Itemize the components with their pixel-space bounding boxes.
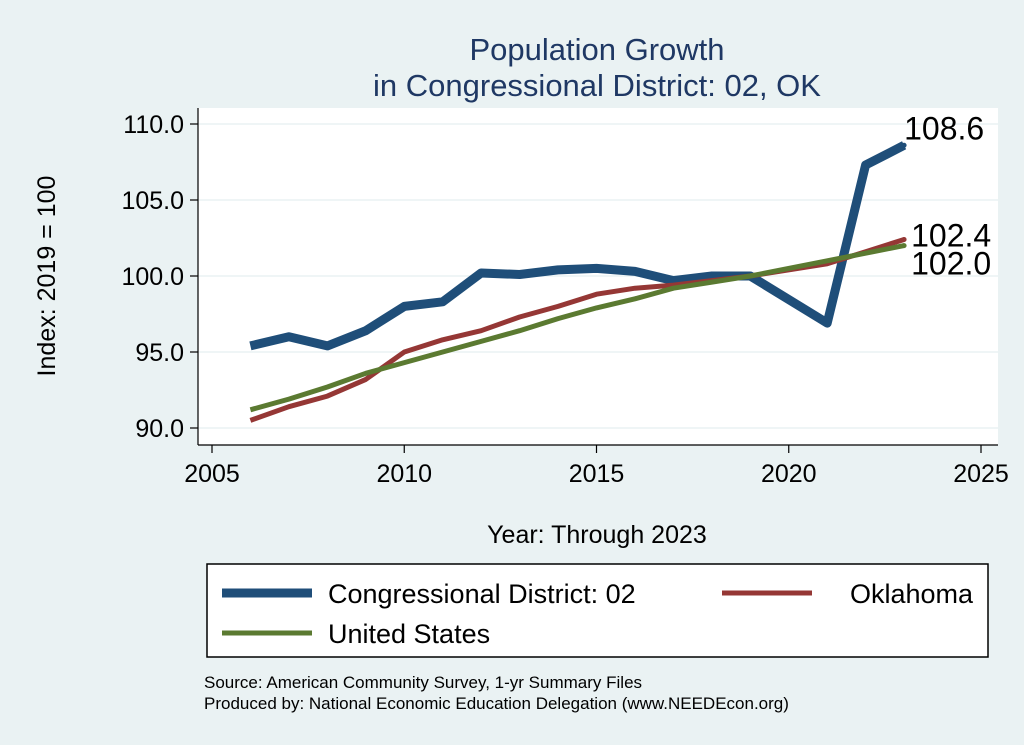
produced-by-note: Produced by: National Economic Education… <box>204 694 789 713</box>
chart-title-line-2: in Congressional District: 02, OK <box>373 68 821 103</box>
legend: Congressional District: 02 Oklahoma Unit… <box>206 563 989 658</box>
x-tick-label: 2025 <box>953 460 1009 488</box>
y-tick-label: 100.0 <box>121 263 184 291</box>
series-end-point-1 <box>901 237 907 243</box>
y-tick-label: 90.0 <box>135 415 184 443</box>
legend-label-us: United States <box>328 619 490 649</box>
end-label-1: 102.4 <box>911 218 991 254</box>
legend-label-oklahoma: Oklahoma <box>850 579 974 609</box>
chart-title-line-1: Population Growth <box>469 32 724 67</box>
y-tick-label: 110.0 <box>123 111 184 139</box>
series-end-point-2 <box>901 243 907 249</box>
series-line-0 <box>249 141 907 351</box>
y-tick-label: 95.0 <box>135 339 184 367</box>
x-tick-label: 2020 <box>761 460 817 488</box>
legend-box <box>206 563 989 658</box>
end-label-0: 108.6 <box>904 110 984 146</box>
series-end-point-0 <box>901 142 907 148</box>
y-tick-label: 105.0 <box>121 187 184 215</box>
x-tick-label: 2010 <box>376 460 432 488</box>
series-lines <box>249 141 907 423</box>
axes: 90.0 95.0 100.0 105.0 110.0 2005 2010 2015 2020 2… <box>121 108 1009 488</box>
legend-label-district: Congressional District: 02 <box>328 579 636 609</box>
series-line-2 <box>249 243 905 413</box>
source-note: Source: American Community Survey, 1-yr … <box>204 673 642 692</box>
grid-lines <box>198 123 998 429</box>
x-tick-label: 2015 <box>569 460 625 488</box>
x-tick-label: 2005 <box>184 460 240 488</box>
end-label-2: 102.0 <box>911 246 991 282</box>
x-axis-title: Year: Through 2023 <box>487 521 707 549</box>
y-axis-title: Index: 2019 = 100 <box>33 176 61 377</box>
